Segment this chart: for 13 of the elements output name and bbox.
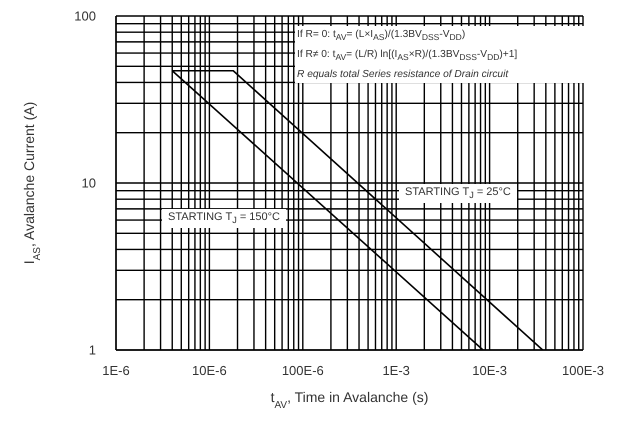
x-tick-label: 10E-6: [192, 363, 227, 378]
annotation: R equals total Series resistance of Drain circuit: [297, 68, 510, 82]
x-tick-label: 100E-3: [562, 363, 604, 378]
x-tick-label: 1E-3: [382, 363, 410, 378]
x-axis-title: t$_{AV}$, Time in Avalanche (s): [270, 389, 428, 410]
y-tick-label: 1: [88, 342, 96, 358]
x-tick-label: 1E-6: [102, 363, 130, 378]
y-tick-label: 100: [74, 8, 96, 24]
text: STARTING T$_{J}$ = 150°C: [162, 209, 286, 228]
y-tick-label: 10: [82, 176, 96, 191]
series-label: STARTING T$_{J}$ = 25°C: [399, 184, 517, 204]
x-tick-label: 100E-6: [282, 363, 324, 378]
x-tick-label: 10E-3: [472, 363, 507, 378]
